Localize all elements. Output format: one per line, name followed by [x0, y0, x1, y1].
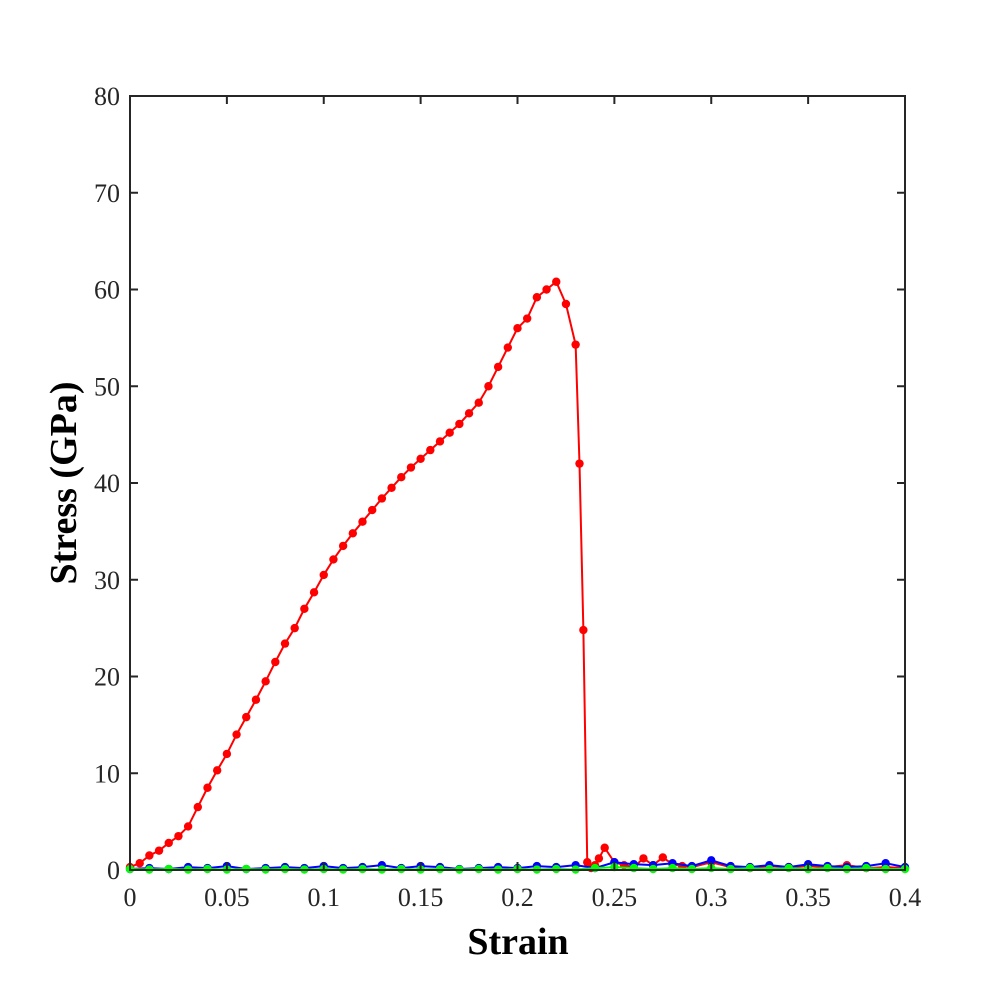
y-tick-label: 70	[94, 179, 120, 208]
x-axis-title: Strain	[467, 921, 568, 963]
series-0-point	[513, 324, 522, 333]
x-tick-label: 0.05	[204, 883, 250, 912]
series-0-line	[129, 280, 906, 870]
y-tick-label: 60	[94, 276, 120, 305]
series-2-point	[590, 863, 600, 873]
series-0-point	[575, 459, 584, 468]
series-0-point	[455, 419, 464, 429]
series-0-point	[579, 625, 588, 635]
series-0-point	[135, 859, 144, 868]
series-0-point	[426, 445, 435, 455]
series-2-point	[668, 863, 677, 873]
series-0-point	[367, 505, 377, 515]
series-0-point	[561, 299, 571, 309]
y-tick-label: 20	[94, 663, 120, 692]
x-tick-label: 0	[124, 883, 137, 912]
series-0-point	[145, 851, 154, 860]
series-2-point	[745, 863, 755, 873]
series-0-point	[251, 695, 261, 704]
series-0-point	[552, 277, 561, 286]
series-0-point	[397, 472, 406, 482]
series-0-point	[406, 463, 416, 472]
x-tick-label: 0.35	[785, 883, 831, 912]
series-0-point	[522, 314, 532, 323]
y-tick-label: 10	[94, 759, 120, 788]
series-0-point	[484, 382, 493, 391]
series-0-point	[435, 437, 445, 446]
series-0-point	[232, 730, 241, 739]
series-0-point	[639, 854, 648, 863]
series-0-point	[503, 343, 513, 352]
axes-layer: 0 0.05 0.1 0.15 0.2 0.25 0.3 0.35 0.4 0 10 20 30 40 50…	[94, 82, 921, 912]
series-0-point	[594, 854, 604, 863]
y-axis-title: Stress (GPa)	[43, 382, 85, 585]
series-0-point	[193, 802, 203, 812]
plot-layer	[125, 277, 910, 874]
x-tick-label: 0.3	[695, 883, 728, 912]
y-tick-label: 0	[107, 856, 120, 885]
series-0-point	[222, 749, 232, 759]
series-0-point	[658, 853, 668, 862]
series-0-point	[445, 428, 454, 437]
series-1-point	[881, 859, 890, 868]
series-0-point	[290, 623, 299, 633]
x-tick-label: 0.2	[501, 883, 534, 912]
series-2-point	[784, 863, 793, 873]
series-0-point	[571, 340, 580, 349]
plot-frame	[129, 95, 906, 871]
y-tick-label: 40	[94, 469, 120, 498]
series-0-point	[387, 483, 396, 493]
series-0-point	[600, 843, 609, 852]
series-0-point	[174, 831, 183, 841]
series-0-point	[261, 677, 270, 686]
series-0-point	[416, 454, 425, 464]
y-tick-label: 30	[94, 566, 120, 595]
series-2-point	[823, 863, 832, 873]
series-0-point	[329, 555, 338, 564]
x-tick-label: 0.15	[398, 883, 444, 912]
series-0-point	[358, 517, 367, 526]
series-0-point	[532, 293, 542, 302]
series-2-point	[629, 863, 638, 873]
series-0-point	[164, 838, 173, 848]
series-0-point	[203, 783, 212, 792]
series-0-point	[377, 494, 387, 503]
series-0	[125, 277, 910, 873]
series-0-point	[542, 285, 551, 294]
series-0-point	[348, 529, 358, 538]
series-1-point	[707, 856, 716, 865]
y-tick-label: 80	[94, 82, 120, 111]
series-0-point	[280, 639, 290, 648]
series-0-point	[493, 362, 503, 372]
series-0-point	[271, 657, 280, 667]
series-0-point	[183, 822, 193, 831]
series-0-point	[338, 541, 348, 551]
x-tick-label: 0.1	[308, 883, 341, 912]
series-0-point	[242, 712, 251, 722]
series-0-point	[309, 588, 319, 597]
x-tick-label: 0.25	[592, 883, 638, 912]
series-0-point	[154, 846, 164, 855]
series-2-point	[862, 863, 871, 873]
series-0-point	[474, 398, 483, 407]
x-tick-label: 0.4	[889, 883, 922, 912]
series-0-point	[212, 766, 222, 775]
series-0-point	[300, 604, 309, 613]
series-0-point	[319, 570, 328, 580]
series-0-point	[464, 409, 474, 418]
y-tick-label: 50	[94, 372, 120, 401]
